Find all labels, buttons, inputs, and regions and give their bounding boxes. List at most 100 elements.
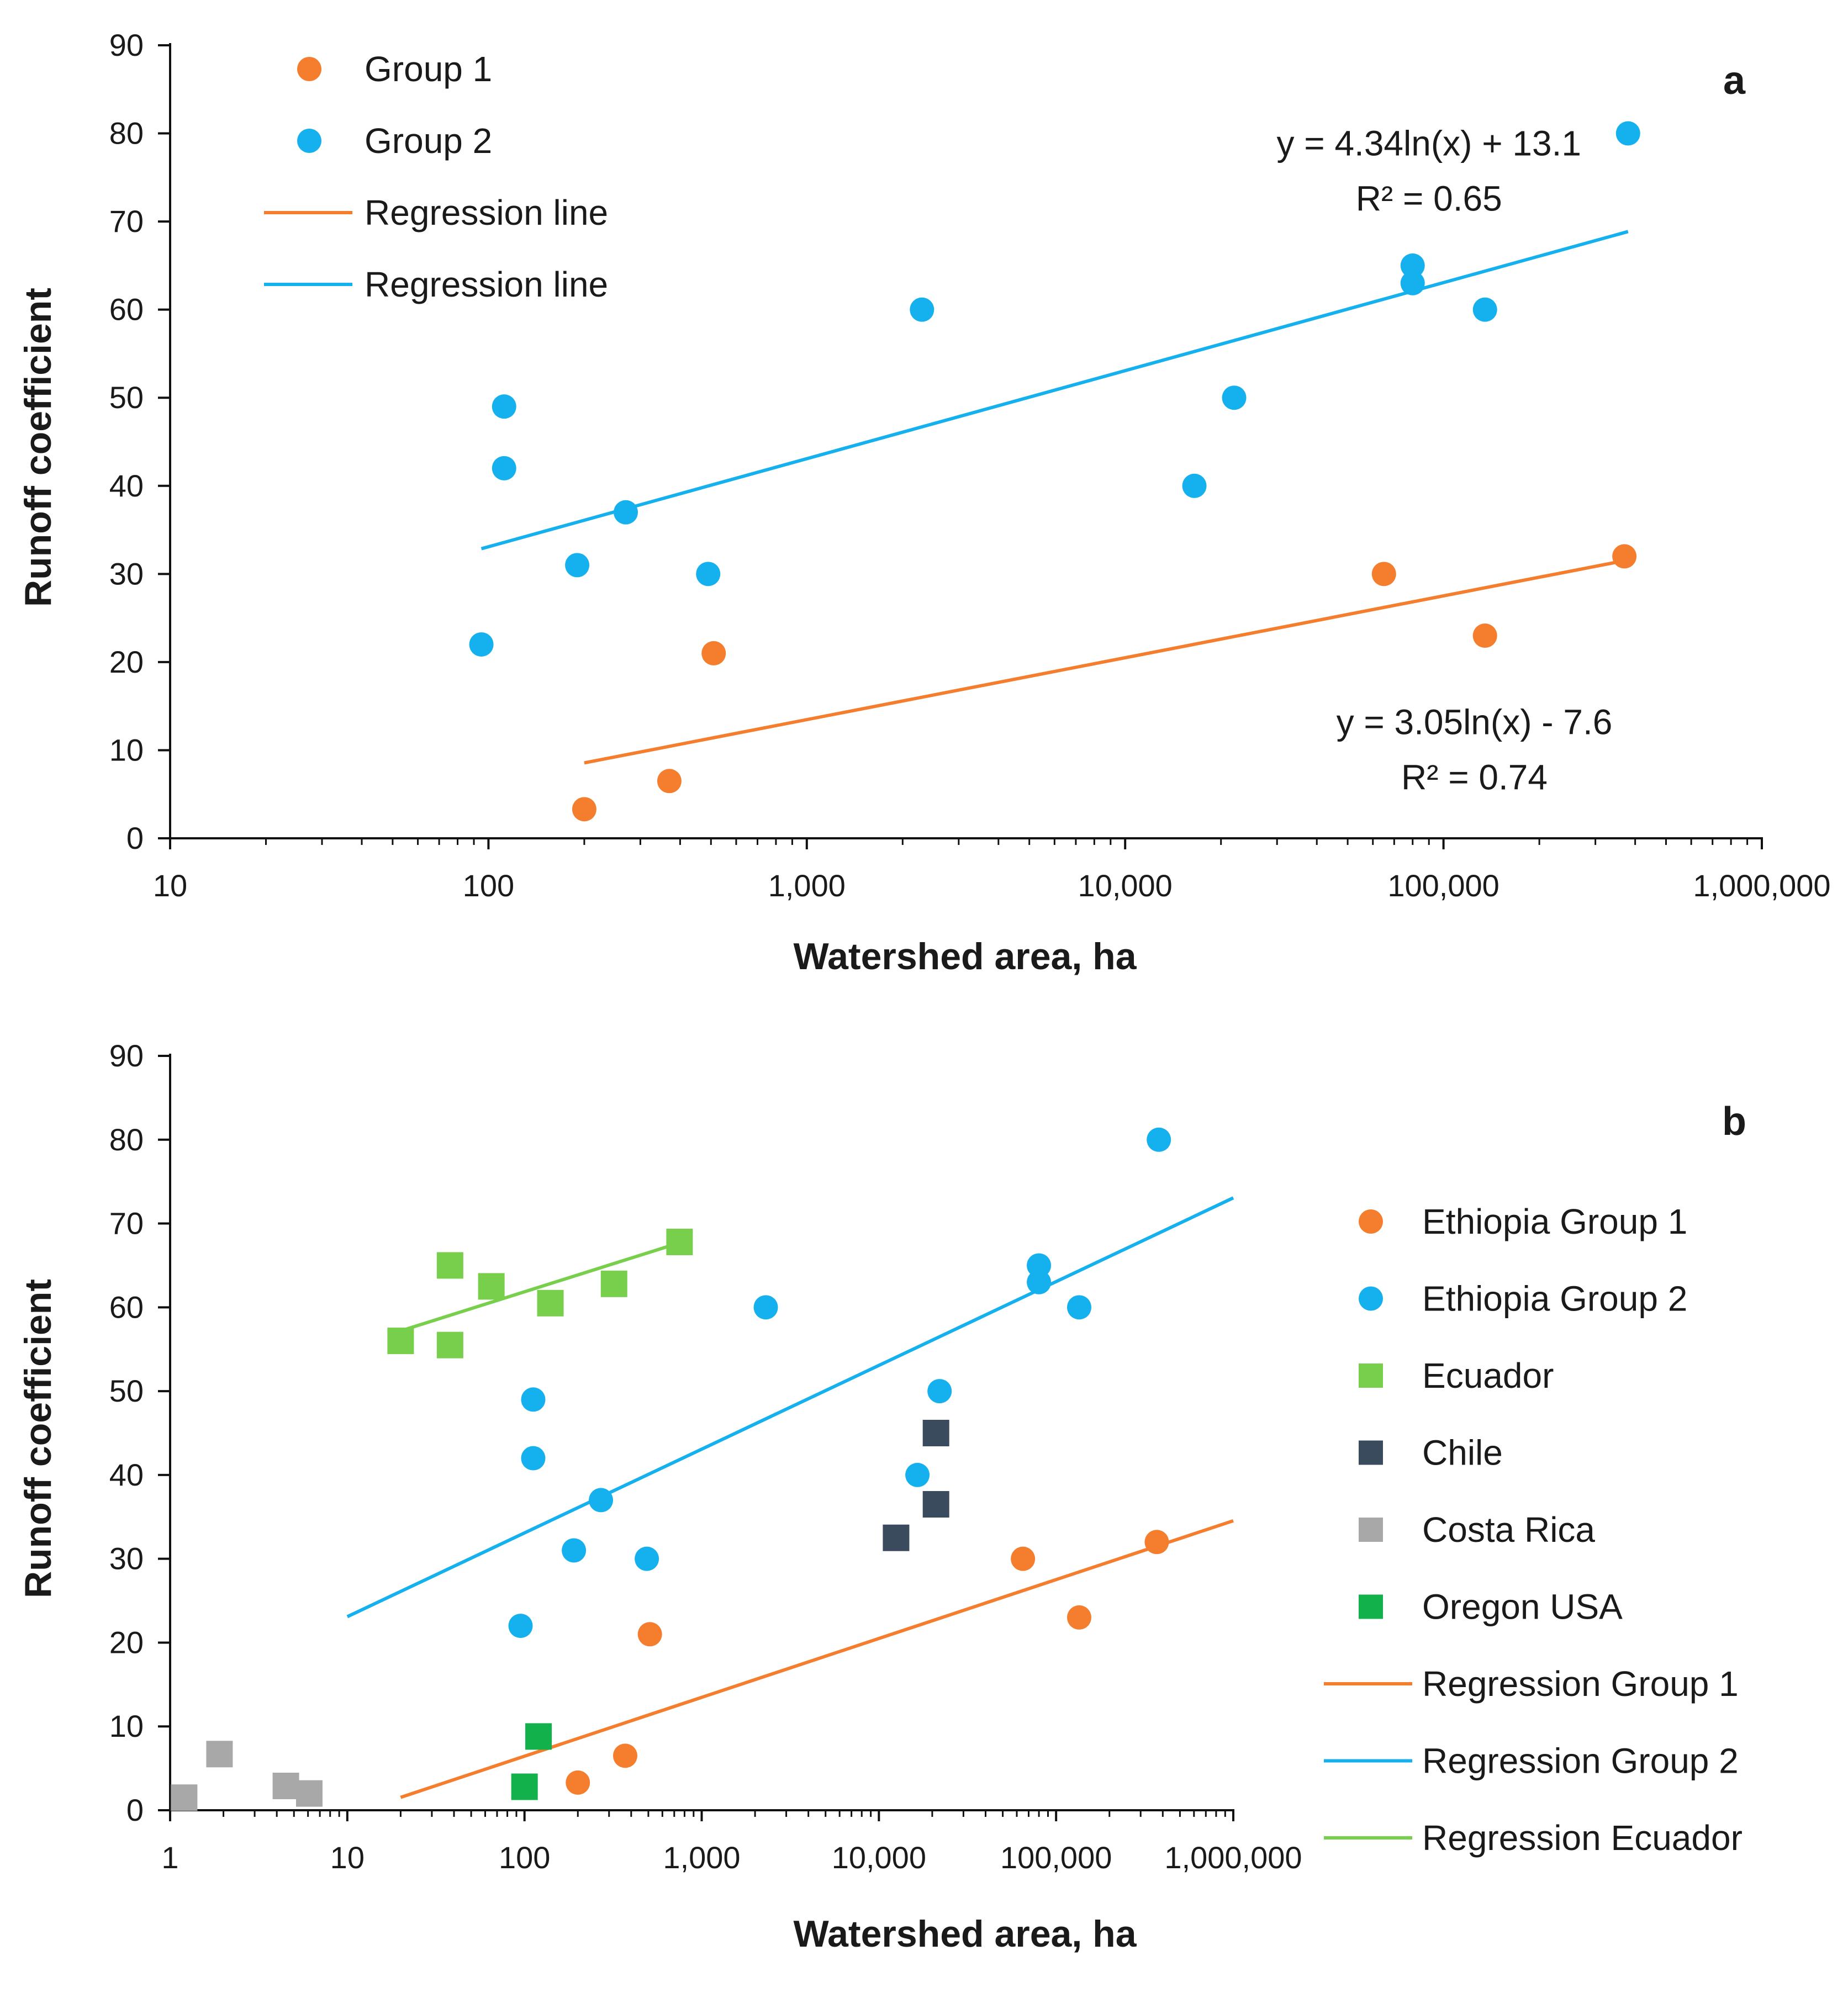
x-tick-label: 1,000,000 (1693, 868, 1830, 903)
data-point (1400, 271, 1425, 295)
x-tick-label: 100,000 (1000, 1840, 1112, 1875)
y-tick-label: 30 (109, 1541, 144, 1576)
panel-letter: a (1723, 59, 1746, 103)
data-point (511, 1773, 538, 1800)
data-point (1371, 562, 1396, 586)
data-point (1612, 544, 1637, 569)
data-point (492, 394, 516, 419)
legend-marker (297, 129, 321, 153)
data-point (206, 1741, 233, 1768)
x-tick-label: 1 (161, 1840, 178, 1875)
data-point (613, 1743, 637, 1768)
regression-equation: y = 3.05ln(x) - 7.6 (1337, 702, 1613, 742)
legend-marker (1359, 1286, 1383, 1311)
x-tick-label: 10,000 (832, 1840, 926, 1875)
data-point (508, 1614, 533, 1638)
data-point (637, 1622, 662, 1647)
data-point (272, 1772, 299, 1799)
data-point (295, 1780, 323, 1807)
y-tick-label: 10 (109, 1709, 144, 1743)
y-tick-label: 50 (109, 1373, 144, 1408)
data-point (171, 1784, 198, 1811)
y-tick-label: 80 (109, 1122, 144, 1157)
regression-line (481, 230, 1629, 551)
legend-label: Regression Ecuador (1422, 1818, 1743, 1858)
regression-line (400, 1519, 1234, 1799)
legend: Group 1 Group 2 Regression line Regression … (264, 49, 608, 304)
legend: Ethiopia Group 1 Ethiopia Group 2 Ecuador C… (1324, 1202, 1743, 1858)
x-tick-label: 100 (463, 868, 514, 903)
panel-letter: b (1722, 1100, 1746, 1144)
regression-equation: y = 4.34ln(x) + 13.1 (1277, 123, 1581, 163)
data-point (635, 1546, 659, 1571)
panel-b: 0 10 20 30 40 50 60 70 80 90 1 10 100 1,000 10,000 100,… (17, 1038, 1746, 1955)
x-tick-label: 1,000 (663, 1840, 740, 1875)
data-point (589, 1488, 614, 1513)
x-tick-label: 10 (153, 868, 187, 903)
data-point (1066, 1295, 1091, 1320)
y-tick-label: 90 (109, 28, 144, 62)
data-point (1472, 297, 1497, 322)
data-point (922, 1420, 949, 1446)
y-axis-title: Runoff coefficient (17, 1279, 59, 1598)
regression-line (346, 1196, 1234, 1619)
y-tick-label: 10 (109, 732, 144, 767)
data-point (387, 1328, 414, 1355)
legend-marker (1359, 1594, 1383, 1619)
y-tick-label: 80 (109, 116, 144, 151)
x-tick-label: 10 (330, 1840, 365, 1875)
data-point (600, 1270, 627, 1297)
data-point (614, 500, 638, 525)
legend-label: Group 1 (365, 49, 492, 89)
y-tick-label: 20 (109, 1625, 144, 1659)
data-point (1011, 1546, 1036, 1571)
legend-marker (1359, 1440, 1383, 1465)
legend-label: Oregon USA (1422, 1587, 1623, 1627)
regression-line (584, 559, 1625, 765)
legend-marker (1359, 1209, 1383, 1234)
data-point (1147, 1127, 1171, 1152)
legend-label: Group 2 (365, 121, 492, 161)
data-point (478, 1273, 505, 1300)
y-tick-label: 50 (109, 380, 144, 415)
y-tick-label: 70 (109, 204, 144, 239)
x-tick-label: 1,000 (768, 868, 846, 903)
data-point (1615, 121, 1640, 146)
y-tick-label: 90 (109, 1038, 144, 1073)
data-point (572, 797, 596, 822)
legend-marker (1359, 1518, 1383, 1542)
panel-a: 0 10 20 30 40 50 60 70 80 90 10 100 1,000 10,000 100,0… (17, 28, 1831, 977)
legend-label: Ecuador (1422, 1356, 1554, 1396)
data-point (1400, 253, 1425, 278)
data-point (883, 1524, 910, 1551)
legend-label: Regression Group 2 (1422, 1741, 1739, 1781)
legend-label: Ethiopia Group 1 (1422, 1202, 1687, 1241)
data-point (1066, 1605, 1091, 1630)
data-point (492, 456, 516, 480)
data-point (566, 1770, 590, 1795)
data-point (436, 1252, 463, 1279)
regression-r2: R² = 0.74 (1401, 758, 1548, 797)
legend-marker (1359, 1363, 1383, 1388)
legend-label: Regression line (365, 265, 608, 304)
y-tick-label: 40 (109, 1457, 144, 1492)
regression-line (400, 1239, 685, 1333)
data-point (701, 641, 726, 665)
data-point (927, 1379, 952, 1404)
legend-label: Regression Group 1 (1422, 1664, 1739, 1704)
data-point (1144, 1530, 1169, 1555)
x-tick-label: 100,000 (1387, 868, 1499, 903)
data-point (436, 1331, 463, 1359)
y-axis-title: Runoff coefficient (17, 288, 59, 607)
y-tick-label: 0 (126, 1793, 144, 1827)
data-point (1472, 623, 1497, 648)
x-tick-label: 1,000,000 (1164, 1840, 1302, 1875)
data-point (537, 1289, 564, 1317)
data-point (1222, 385, 1247, 410)
y-tick-label: 70 (109, 1206, 144, 1241)
data-point (521, 1387, 546, 1412)
data-point (696, 562, 721, 586)
data-point (562, 1538, 587, 1563)
